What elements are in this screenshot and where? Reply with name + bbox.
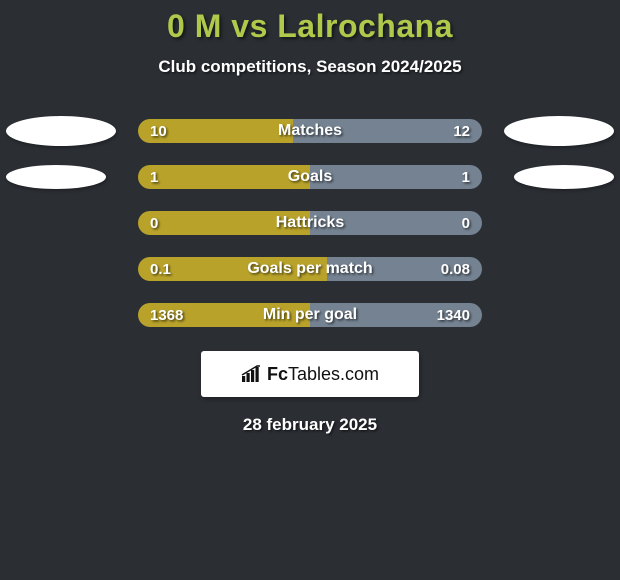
stat-label: Goals bbox=[138, 165, 482, 189]
player-marker-right bbox=[504, 116, 614, 146]
player-marker-left bbox=[6, 165, 106, 189]
stat-bar: 0Hattricks0 bbox=[138, 211, 482, 235]
stat-row: 1Goals1 bbox=[0, 165, 620, 189]
stat-label: Matches bbox=[138, 119, 482, 143]
brand-text-suffix: .com bbox=[340, 364, 379, 384]
brand-box[interactable]: FcTables.com bbox=[201, 351, 419, 397]
stat-row: 1368Min per goal1340 bbox=[0, 303, 620, 327]
subtitle: Club competitions, Season 2024/2025 bbox=[0, 57, 620, 77]
stat-value-right: 1 bbox=[462, 165, 470, 189]
stat-bar: 1Goals1 bbox=[138, 165, 482, 189]
stat-value-right: 1340 bbox=[437, 303, 470, 327]
page-title: 0 M vs Lalrochana bbox=[0, 8, 620, 45]
stat-value-right: 0 bbox=[462, 211, 470, 235]
stat-label: Min per goal bbox=[138, 303, 482, 327]
player-marker-left bbox=[6, 116, 116, 146]
content-root: 0 M vs Lalrochana Club competitions, Sea… bbox=[0, 0, 620, 580]
stat-label: Goals per match bbox=[138, 257, 482, 281]
brand-text: FcTables.com bbox=[267, 364, 379, 385]
player-marker-right bbox=[514, 165, 614, 189]
stat-rows: 10Matches121Goals10Hattricks00.1Goals pe… bbox=[0, 119, 620, 327]
date-label: 28 february 2025 bbox=[0, 415, 620, 435]
stat-label: Hattricks bbox=[138, 211, 482, 235]
brand-text-tables: Tables bbox=[288, 364, 340, 384]
stat-bar: 1368Min per goal1340 bbox=[138, 303, 482, 327]
brand-text-fc: Fc bbox=[267, 364, 288, 384]
stat-value-right: 12 bbox=[453, 119, 470, 143]
barchart-icon bbox=[241, 365, 263, 383]
stat-row: 10Matches12 bbox=[0, 119, 620, 143]
stat-bar: 10Matches12 bbox=[138, 119, 482, 143]
stat-value-right: 0.08 bbox=[441, 257, 470, 281]
stat-row: 0Hattricks0 bbox=[0, 211, 620, 235]
stat-bar: 0.1Goals per match0.08 bbox=[138, 257, 482, 281]
stat-row: 0.1Goals per match0.08 bbox=[0, 257, 620, 281]
